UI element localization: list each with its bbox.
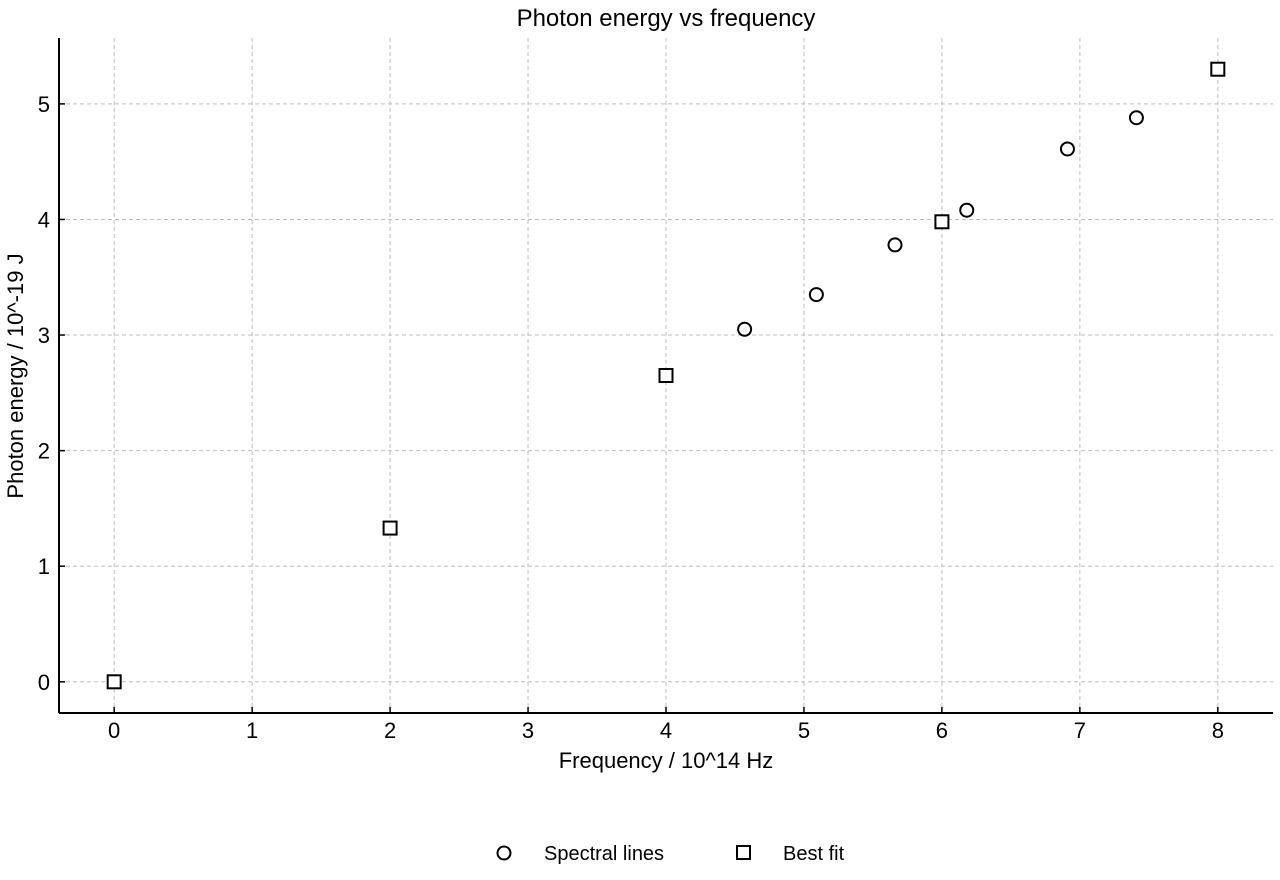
x-axis-ticks: 0 1 2 3 4 5 6 7 8 xyxy=(108,707,1224,743)
legend-label-spectral-lines: Spectral lines xyxy=(544,843,664,865)
legend-circle-marker-icon xyxy=(496,845,512,861)
x-tick-label: 5 xyxy=(798,718,810,743)
spectral-line-point xyxy=(1059,141,1075,157)
best-fit-point xyxy=(934,214,950,230)
x-tick-label: 1 xyxy=(246,718,258,743)
chart-title: Photon energy vs frequency xyxy=(517,5,816,32)
spectral-line-point xyxy=(808,287,824,303)
y-tick-label: 5 xyxy=(38,92,50,117)
y-tick-label: 4 xyxy=(38,207,50,232)
y-tick-label: 1 xyxy=(38,554,50,579)
x-tick-label: 4 xyxy=(660,718,672,743)
x-tick-label: 0 xyxy=(108,718,120,743)
spectral-line-point xyxy=(737,321,753,337)
spectral-line-point xyxy=(887,237,903,253)
legend-label-best-fit: Best fit xyxy=(783,843,845,865)
y-axis-ticks: 0 1 2 3 4 5 xyxy=(38,92,65,695)
x-tick-label: 3 xyxy=(522,718,534,743)
best-fit-point xyxy=(382,520,398,536)
best-fit-point xyxy=(1210,61,1226,77)
legend: Spectral lines Best fit xyxy=(496,843,845,865)
y-tick-label: 3 xyxy=(38,323,50,348)
x-axis-label: Frequency / 10^14 Hz xyxy=(559,748,774,773)
x-tick-label: 8 xyxy=(1212,718,1224,743)
x-tick-label: 2 xyxy=(384,718,396,743)
legend-square-marker-icon xyxy=(736,845,751,860)
best-fit-point xyxy=(658,368,674,383)
data-points xyxy=(106,61,1226,690)
best-fit-point xyxy=(106,674,122,690)
spectral-line-point xyxy=(959,202,975,218)
x-tick-label: 7 xyxy=(1074,718,1086,743)
x-tick-label: 6 xyxy=(936,718,948,743)
spectral-line-point xyxy=(1128,110,1144,126)
y-axis-label: Photon energy / 10^-19 J xyxy=(3,253,28,498)
y-tick-label: 2 xyxy=(38,439,50,464)
y-tick-label: 0 xyxy=(38,670,50,695)
